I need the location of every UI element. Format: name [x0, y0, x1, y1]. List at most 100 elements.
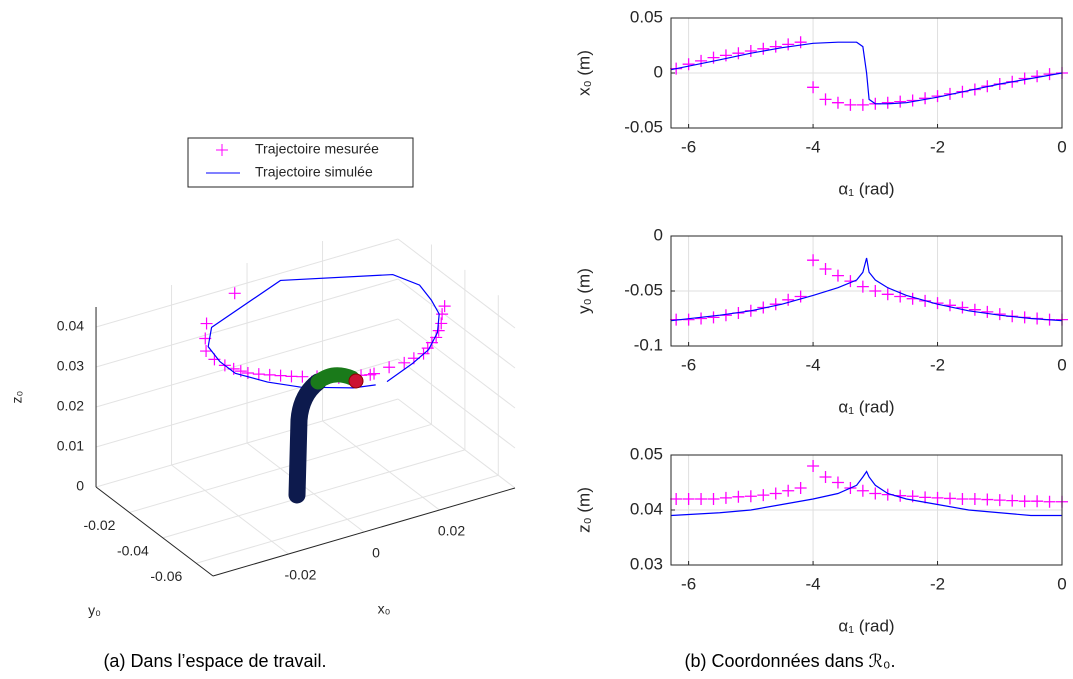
y-tick-label: -0.05 — [624, 280, 663, 299]
data-point — [856, 98, 869, 111]
grid-line — [95, 238, 399, 328]
grid-line — [196, 474, 499, 564]
data-point — [869, 487, 882, 500]
data-point — [285, 370, 298, 383]
data-point — [263, 368, 276, 381]
data-point — [782, 484, 795, 497]
data-point — [670, 493, 683, 505]
caption: (b) Coordonnées dans ℛ₀. — [685, 651, 896, 671]
data-point — [719, 49, 732, 62]
grid-line — [397, 358, 516, 449]
data-point — [682, 493, 695, 505]
data-point — [881, 288, 894, 301]
data-point — [981, 493, 994, 506]
data-point — [931, 491, 944, 504]
data-point — [831, 269, 844, 282]
grid-line — [171, 464, 289, 555]
axes-frame — [670, 235, 1063, 347]
data-point — [228, 287, 241, 300]
x-tick-label: -4 — [806, 574, 821, 593]
data-point — [682, 58, 695, 71]
data-point — [432, 324, 445, 337]
z-tick-label: 0.01 — [57, 438, 84, 454]
legend-label: Trajectoire mesurée — [255, 141, 379, 157]
x-tick-label: 0.02 — [438, 523, 465, 539]
data-point — [695, 312, 708, 325]
z-tick-label: 0.02 — [57, 398, 84, 414]
data-point — [968, 493, 981, 505]
data-point — [794, 36, 807, 49]
data-point — [794, 482, 807, 494]
data-point — [856, 280, 869, 293]
data-point — [807, 254, 820, 267]
x-axis-label: α₁ (rad) — [838, 179, 894, 198]
data-point — [981, 305, 994, 318]
axes-frame — [670, 454, 1063, 566]
x-tick-label: -6 — [681, 137, 696, 156]
y-tick-label: -0.05 — [624, 117, 663, 136]
x-tick-label: -4 — [806, 137, 821, 156]
data-point — [943, 299, 956, 312]
z-tick-label: 0.04 — [57, 318, 84, 334]
data-point — [296, 370, 309, 383]
x-axis-label: x₀ — [378, 601, 391, 617]
data-point — [807, 81, 820, 94]
effector — [348, 373, 364, 389]
grid-line — [322, 420, 440, 511]
data-point — [438, 300, 451, 313]
grid-line — [397, 318, 516, 409]
legend-marker — [216, 144, 228, 156]
data-point — [1043, 495, 1056, 508]
data-point — [383, 361, 396, 374]
y-tick-label: 0.04 — [630, 499, 663, 518]
x-tick-label: -0.02 — [285, 567, 317, 583]
y-tick-label: 0.03 — [630, 554, 663, 573]
data-point — [757, 42, 770, 55]
y-tick-label: -0.02 — [84, 517, 116, 533]
z-axis-label: z₀ — [9, 390, 25, 403]
data-line — [670, 257, 1063, 322]
data-point — [807, 460, 820, 472]
data-point — [856, 484, 869, 497]
x-axis-label: α₁ (rad) — [838, 616, 894, 635]
data-point — [769, 487, 782, 500]
data-point — [695, 54, 708, 67]
x-tick-label: 0 — [1057, 574, 1066, 593]
data-point — [436, 308, 449, 321]
data-line — [670, 470, 1062, 517]
data-point — [769, 40, 782, 53]
data-point — [1018, 495, 1031, 508]
data-point — [881, 96, 894, 109]
data-point — [894, 95, 907, 108]
axes-frame — [670, 17, 1063, 129]
grid-line — [397, 278, 516, 369]
grid-line — [162, 449, 466, 539]
data-point — [819, 471, 832, 483]
data-point — [252, 368, 265, 381]
x-tick-label: 0 — [1057, 137, 1066, 156]
y-axis-label: y₀ (m) — [574, 268, 593, 314]
y-tick-label: -0.06 — [150, 568, 182, 584]
y-axis-label: z₀ (m) — [574, 487, 593, 533]
data-point — [794, 290, 807, 303]
x-tick-label: -6 — [681, 574, 696, 593]
grid-line — [95, 398, 399, 488]
data-point — [919, 491, 932, 504]
data-point — [968, 303, 981, 316]
data-point — [744, 45, 757, 57]
data-point — [695, 493, 708, 505]
z-tick-label: 0 — [76, 478, 84, 494]
caption: (a) Dans l’espace de travail. — [103, 651, 326, 671]
data-point — [1006, 494, 1019, 507]
data-point — [732, 47, 745, 60]
data-point — [869, 285, 882, 297]
grid-line — [95, 318, 399, 408]
data-point — [732, 490, 745, 503]
robot-tip — [310, 367, 360, 390]
y-axis-label: y₀ — [88, 602, 101, 618]
grid-line — [397, 398, 516, 489]
data-point — [274, 369, 287, 382]
data-point — [368, 367, 381, 380]
y-tick-label: -0.1 — [634, 335, 663, 354]
